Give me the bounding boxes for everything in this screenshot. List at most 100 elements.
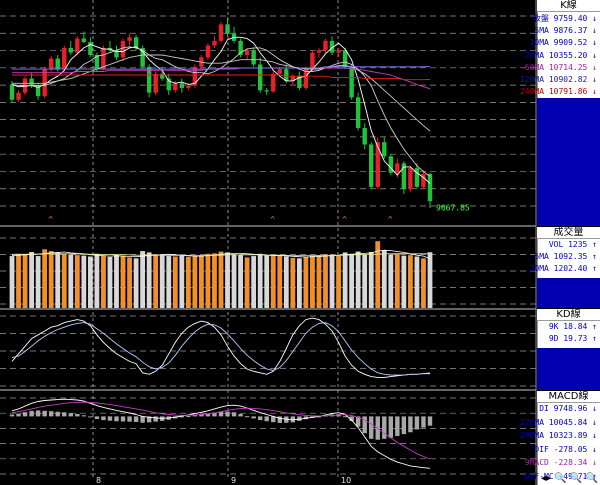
legend-row-60ma: 60MA 10714.25 ↓	[524, 62, 597, 72]
volume-bar	[394, 253, 400, 308]
candle-body	[362, 128, 367, 145]
macd-histogram-bar	[388, 416, 394, 438]
volume-bar	[218, 251, 224, 308]
zoom-out-icon[interactable]: 🔍	[569, 473, 583, 484]
volume-bar	[329, 254, 335, 308]
macd-histogram-bar	[342, 416, 348, 418]
volume-bar	[421, 258, 426, 308]
candle-body	[284, 69, 289, 81]
volume-bar	[133, 258, 139, 308]
candle-body	[160, 73, 165, 79]
candle-body	[48, 58, 54, 70]
candle-body	[55, 58, 60, 70]
macd-dif-line	[11, 398, 431, 469]
macd-histogram-bar	[238, 413, 243, 417]
candle-body	[88, 42, 93, 55]
macd-histogram-bar	[414, 416, 420, 430]
macd-histogram-bar	[16, 413, 21, 417]
volume-bar	[61, 253, 67, 308]
candle-body	[257, 64, 263, 91]
volume-bar	[94, 253, 100, 308]
signal-marker: ^	[48, 215, 53, 224]
candle-body	[94, 55, 100, 70]
macd-histogram-bar	[427, 416, 433, 426]
ma-line-120ma	[12, 65, 431, 70]
volume-bar	[159, 255, 165, 308]
volume-bar	[257, 253, 263, 308]
volume-legend-title: 成交量	[537, 227, 600, 239]
volume-bar	[388, 254, 394, 308]
candle-body	[127, 37, 132, 41]
volume-bar	[408, 255, 413, 308]
legend-row-9macd: 9MACD -228.34 ↓	[524, 458, 597, 467]
signal-marker: ^	[270, 215, 275, 224]
volume-bar	[310, 256, 315, 308]
macd-histogram-bar	[94, 416, 100, 420]
candle-body	[421, 173, 426, 187]
volume-bar	[225, 252, 230, 308]
macd-histogram-bar	[179, 416, 185, 418]
candle-body	[212, 40, 217, 46]
candle-body	[408, 168, 413, 190]
kd-legend-title: KD線	[537, 309, 600, 321]
candle-body	[303, 69, 309, 88]
macd-histogram-bar	[22, 412, 28, 417]
zoom-toolbar[interactable]: ◂▸ 🔍 🔍 🔍	[541, 473, 598, 484]
macd-histogram-bar	[257, 416, 263, 421]
candle-body	[251, 50, 256, 65]
kline-legend-title: K線	[537, 0, 600, 12]
macd-histogram-bar	[212, 412, 217, 417]
volume-bar	[270, 256, 276, 308]
kline-legend-filler	[537, 98, 600, 226]
volume-bar	[355, 251, 361, 308]
macd-histogram-bar	[382, 416, 387, 439]
macd-histogram-bar	[75, 413, 80, 417]
candle-body	[310, 52, 315, 70]
volume-bar	[87, 256, 93, 308]
legend-row-dif: DIF -278.05 ↓	[534, 444, 597, 454]
volume-bar	[55, 252, 61, 308]
volume-bar	[29, 252, 34, 308]
volume-bar	[238, 254, 243, 308]
legend-row-9k: 9K 18.84 ↑	[548, 322, 597, 331]
candle-body	[29, 78, 34, 86]
macd-histogram-bar	[421, 416, 426, 428]
macd-histogram-bar	[277, 416, 282, 423]
candle-body	[290, 76, 296, 81]
candle-body	[355, 97, 361, 129]
macd-histogram-bar	[251, 416, 256, 419]
volume-bar	[81, 255, 87, 308]
macd-histogram-bar	[369, 416, 374, 439]
candle-body	[244, 50, 250, 55]
zoom-reset-icon[interactable]: 🔍	[585, 473, 598, 484]
zoom-in-icon[interactable]: 🔍	[554, 473, 567, 484]
volume-bar	[349, 253, 355, 308]
volume-bar	[192, 256, 198, 308]
candle-body	[369, 144, 374, 187]
legend-row-26ema: 26EMA 10323.89 ↓	[519, 431, 597, 440]
volume-bar	[107, 256, 113, 308]
candle-body	[323, 40, 328, 51]
candle-body	[297, 76, 302, 88]
volume-bar	[74, 255, 80, 308]
candle-body	[62, 47, 67, 70]
candle-body	[427, 173, 433, 202]
price-marker: 9667.85	[436, 203, 470, 212]
macd-histogram-bar	[120, 416, 126, 422]
signal-marker: ^	[342, 215, 347, 224]
volume-bar	[185, 256, 191, 308]
candle-body	[395, 163, 400, 173]
macd-histogram-bar	[231, 412, 237, 417]
macd-histogram-bar	[101, 416, 106, 421]
macd-histogram-bar	[264, 416, 269, 422]
macd-histogram-bar	[355, 416, 361, 427]
macd-histogram-bar	[114, 416, 119, 422]
candle-body	[192, 66, 198, 86]
volume-bar	[414, 256, 420, 308]
scroll-arrows-icon[interactable]: ◂▸	[541, 473, 552, 484]
legend-row-vol: VOL 1235 ↑	[548, 240, 597, 249]
volume-bar	[264, 255, 270, 308]
macd-histogram-bar	[55, 411, 60, 417]
volume-bar	[323, 254, 328, 308]
